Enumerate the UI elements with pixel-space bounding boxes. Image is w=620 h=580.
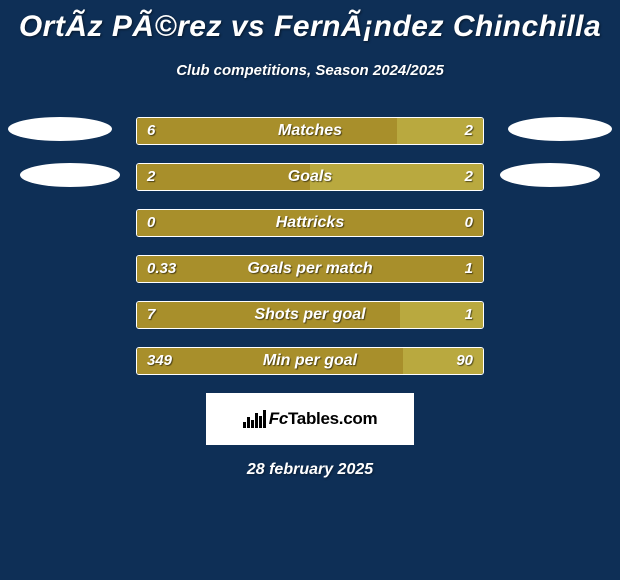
stat-value-left: 0: [147, 210, 155, 236]
player-right-shape-1: [508, 117, 612, 141]
stat-row: Hattricks0 0: [136, 209, 484, 237]
stat-label: Hattricks: [137, 210, 483, 236]
fctables-logo-text: FcTables.com: [269, 409, 378, 429]
stat-value-right: 90: [456, 348, 473, 374]
stat-label: Matches: [137, 118, 483, 144]
stat-value-left: 6: [147, 118, 155, 144]
chart-area: Matches62Goals22Hattricks00Goals per mat…: [0, 117, 620, 375]
stat-value-left: 0.33: [147, 256, 176, 282]
stat-value-right: 0: [465, 210, 473, 236]
player-right-shape-2: [500, 163, 600, 187]
player-left-shape-1: [8, 117, 112, 141]
stat-value-right: 1: [465, 256, 473, 282]
player-left-shape-2: [20, 163, 120, 187]
stat-row: Goals2 2: [136, 163, 484, 191]
stat-value-right: 2: [465, 118, 473, 144]
stat-label: Shots per goal: [137, 302, 483, 328]
stat-row: Goals per match0.33 1: [136, 255, 484, 283]
title: OrtÃ­z PÃ©rez vs FernÃ¡ndez Chinchilla: [0, 0, 620, 44]
bar-chart-icon: [243, 410, 265, 428]
fctables-badge: FcTables.com: [206, 393, 414, 445]
stat-value-left: 2: [147, 164, 155, 190]
subtitle: Club competitions, Season 2024/2025: [0, 62, 620, 79]
stat-label: Goals: [137, 164, 483, 190]
stat-row: Matches6 2: [136, 117, 484, 145]
stat-label: Goals per match: [137, 256, 483, 282]
stat-value-right: 1: [465, 302, 473, 328]
stat-value-right: 2: [465, 164, 473, 190]
stat-value-left: 7: [147, 302, 155, 328]
stat-value-left: 349: [147, 348, 172, 374]
stat-label: Min per goal: [137, 348, 483, 374]
comparison-card: OrtÃ­z PÃ©rez vs FernÃ¡ndez Chinchilla C…: [0, 0, 620, 580]
stat-bars: Matches62Goals22Hattricks00Goals per mat…: [136, 117, 484, 375]
stat-row: Shots per goal7 1: [136, 301, 484, 329]
stat-row: Min per goal349 90: [136, 347, 484, 375]
date: 28 february 2025: [0, 461, 620, 479]
